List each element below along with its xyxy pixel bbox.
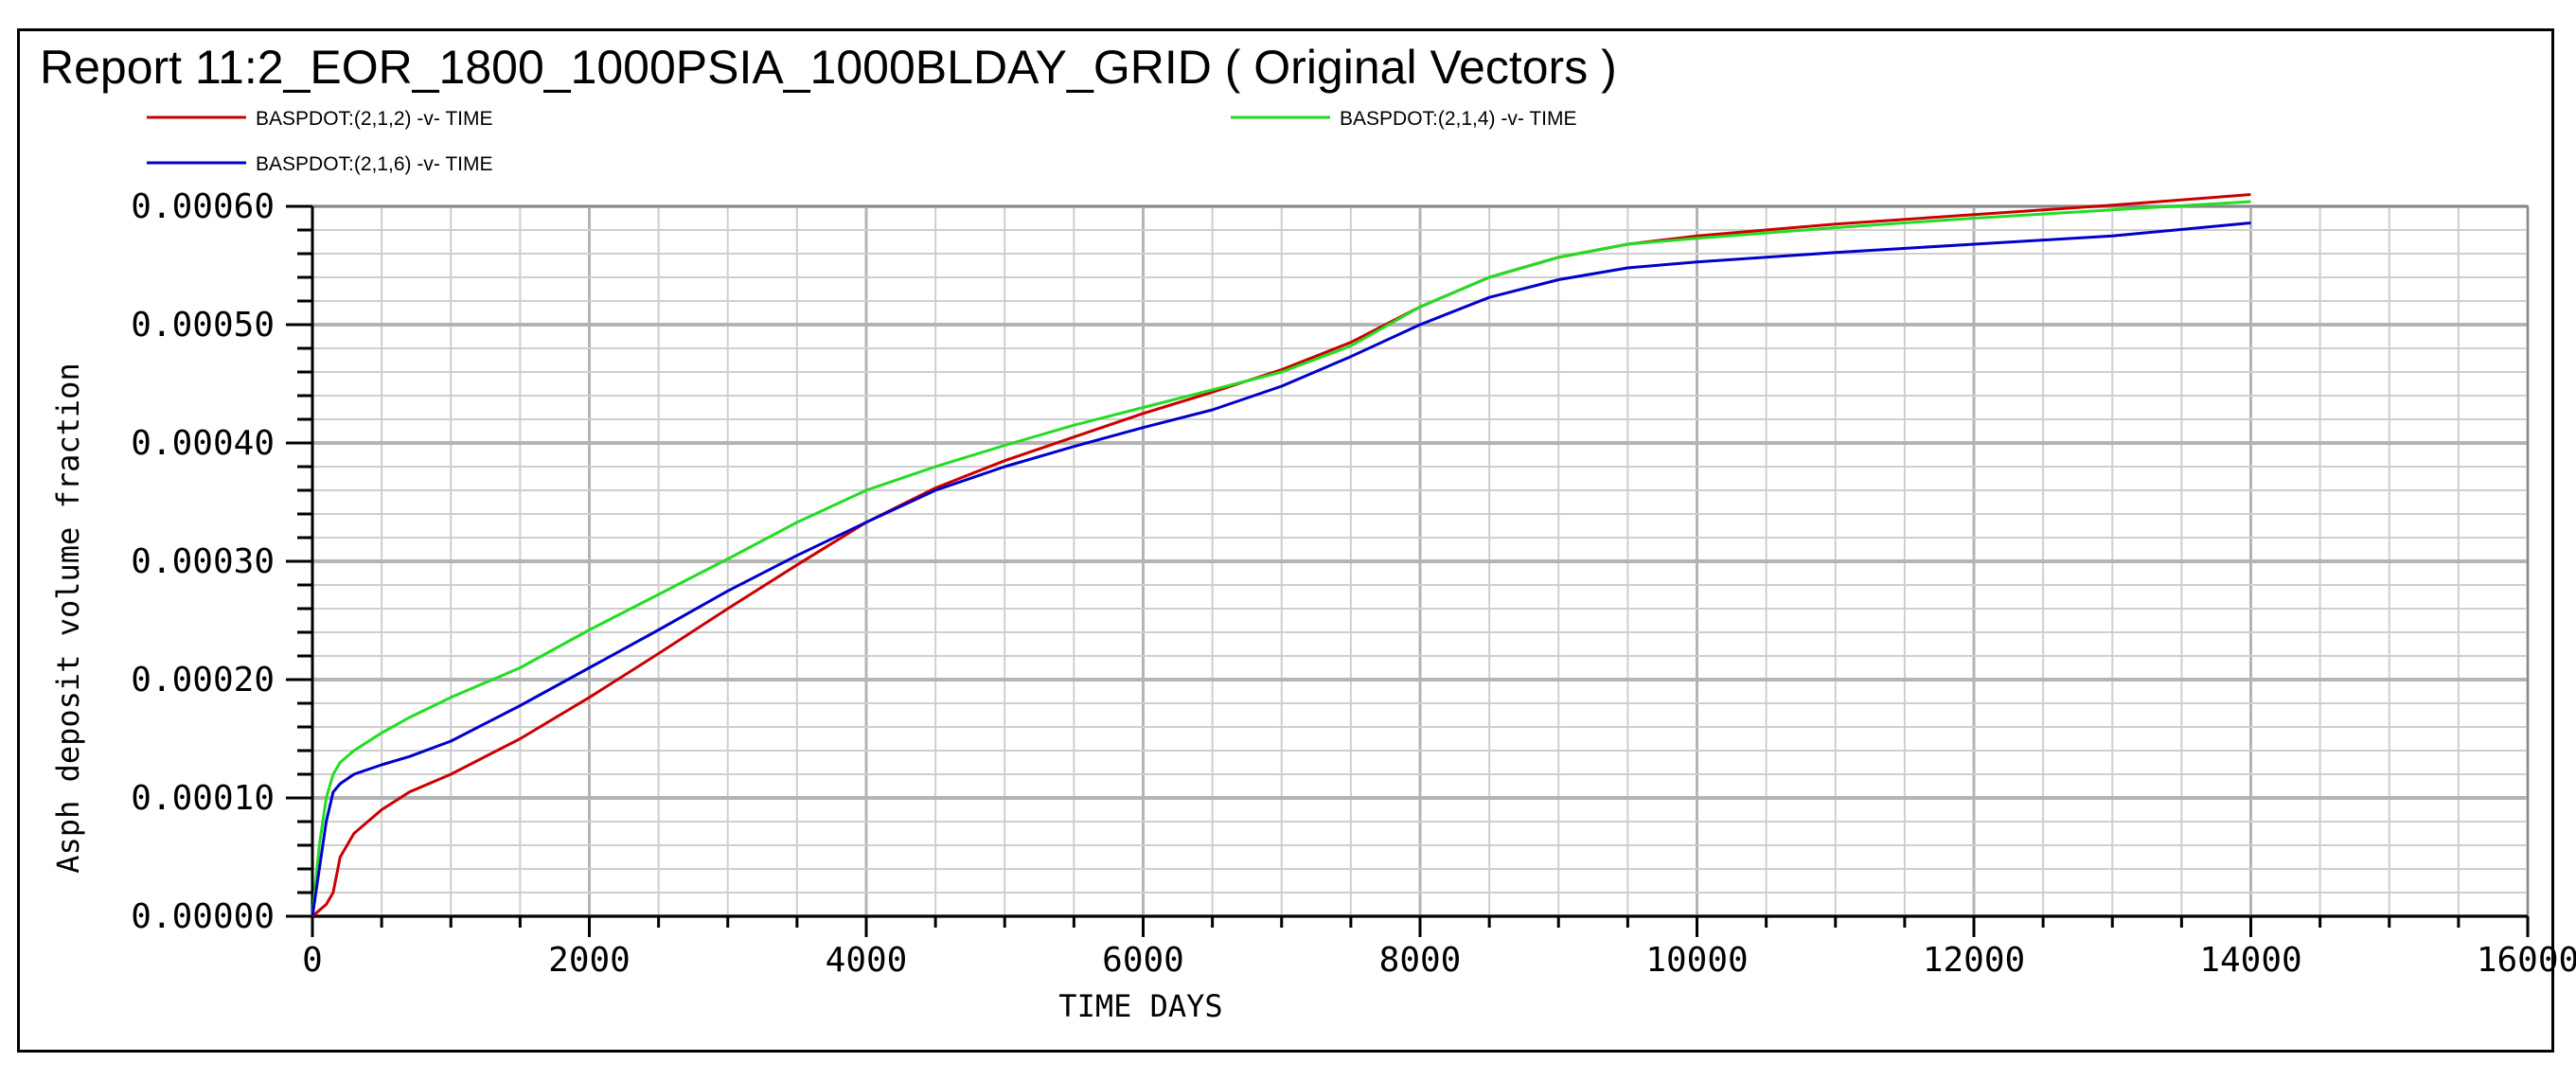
- x-tick-label: 2000: [548, 941, 631, 980]
- y-tick-label: 0.00020: [131, 661, 275, 699]
- series-line-3: [311, 221, 2251, 917]
- chart-title: Report 11:2_EOR_1800_1000PSIA_1000BLDAY_…: [40, 41, 1617, 94]
- legend: BASPDOT:(2,1,2) -v- TIME BASPDOT:(2,1,4) …: [147, 108, 1577, 175]
- series-group: [311, 193, 2251, 918]
- y-tick-label: 0.00000: [131, 897, 275, 936]
- grid: [311, 204, 2530, 918]
- y-tick-label: 0.00040: [131, 424, 275, 463]
- ticks: 0 2000 4000 6000 8000 10000 12000 14000 16000 0.0…: [131, 187, 2576, 980]
- y-tick-label: 0.00010: [131, 779, 275, 818]
- legend-label-2: BASPDOT:(2,1,4) -v- TIME: [1340, 108, 1577, 130]
- series-line-2: [311, 200, 2251, 917]
- y-tick-label: 0.00030: [131, 542, 275, 581]
- x-tick-label: 14000: [2199, 941, 2301, 980]
- x-tick-label: 0: [302, 941, 323, 980]
- y-axis-label: Asph deposit volume fraction: [50, 363, 86, 873]
- y-tick-label: 0.00050: [131, 306, 275, 345]
- chart-frame: [17, 28, 2554, 1053]
- x-tick-label: 16000: [2477, 941, 2576, 980]
- x-tick-label: 8000: [1379, 941, 1462, 980]
- x-tick-label: 6000: [1102, 941, 1184, 980]
- x-tick-label: 4000: [826, 941, 908, 980]
- legend-label-3: BASPDOT:(2,1,6) -v- TIME: [256, 153, 493, 175]
- legend-label-1: BASPDOT:(2,1,2) -v- TIME: [256, 108, 493, 130]
- y-tick-label: 0.00060: [131, 187, 275, 226]
- x-tick-label: 12000: [1923, 941, 2025, 980]
- x-axis-label: TIME DAYS: [1058, 988, 1222, 1024]
- x-tick-label: 10000: [1645, 941, 1748, 980]
